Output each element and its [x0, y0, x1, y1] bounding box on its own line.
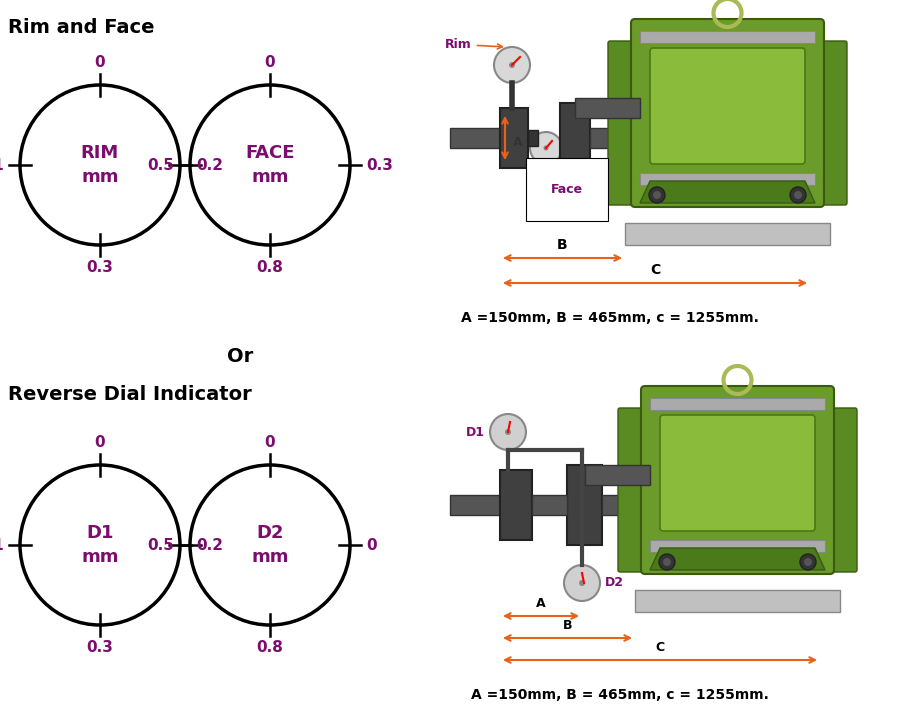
FancyBboxPatch shape	[625, 223, 830, 245]
FancyBboxPatch shape	[528, 130, 538, 146]
Text: Rim and Face: Rim and Face	[8, 18, 154, 37]
FancyBboxPatch shape	[450, 495, 500, 515]
Circle shape	[505, 429, 511, 435]
Circle shape	[530, 132, 562, 164]
Text: A =150mm, B = 465mm, c = 1255mm.: A =150mm, B = 465mm, c = 1255mm.	[471, 688, 769, 702]
Text: 0: 0	[94, 435, 105, 450]
Text: 0.3: 0.3	[86, 640, 113, 655]
FancyBboxPatch shape	[585, 465, 650, 485]
Text: RIM
mm: RIM mm	[81, 143, 119, 187]
Text: FACE
mm: FACE mm	[245, 143, 295, 187]
Circle shape	[543, 145, 549, 150]
Text: B: B	[562, 619, 572, 632]
FancyBboxPatch shape	[641, 386, 834, 574]
Text: 0.1: 0.1	[0, 158, 4, 173]
FancyBboxPatch shape	[640, 31, 815, 43]
Circle shape	[564, 565, 600, 601]
Circle shape	[509, 62, 515, 68]
Circle shape	[663, 558, 671, 566]
Text: D2
mm: D2 mm	[251, 523, 288, 567]
FancyBboxPatch shape	[828, 408, 857, 572]
FancyBboxPatch shape	[650, 398, 825, 410]
Text: C: C	[650, 263, 660, 277]
Polygon shape	[640, 181, 815, 203]
Text: A: A	[536, 597, 546, 610]
FancyBboxPatch shape	[650, 540, 825, 552]
FancyBboxPatch shape	[618, 408, 647, 572]
Circle shape	[579, 580, 585, 586]
Text: 0: 0	[265, 55, 276, 70]
Text: 0: 0	[94, 55, 105, 70]
FancyBboxPatch shape	[631, 19, 824, 207]
FancyBboxPatch shape	[818, 41, 847, 205]
FancyBboxPatch shape	[500, 470, 532, 540]
Text: 0.3: 0.3	[366, 158, 393, 173]
Text: 0.5: 0.5	[147, 537, 174, 552]
Text: 0.8: 0.8	[257, 640, 283, 655]
FancyBboxPatch shape	[575, 98, 640, 118]
Circle shape	[659, 554, 675, 570]
FancyBboxPatch shape	[590, 128, 650, 148]
Text: 0.5: 0.5	[147, 158, 174, 173]
Text: B: B	[557, 238, 568, 252]
Text: Or: Or	[227, 348, 253, 367]
FancyBboxPatch shape	[608, 41, 637, 205]
Circle shape	[800, 554, 816, 570]
Text: Face: Face	[539, 167, 583, 196]
Text: C: C	[656, 641, 665, 654]
FancyBboxPatch shape	[450, 128, 500, 148]
Text: 0.2: 0.2	[196, 537, 223, 552]
Circle shape	[804, 558, 812, 566]
FancyBboxPatch shape	[560, 103, 590, 173]
Polygon shape	[650, 548, 825, 570]
FancyBboxPatch shape	[567, 465, 602, 545]
Text: 0: 0	[265, 435, 276, 450]
FancyBboxPatch shape	[650, 48, 805, 164]
Circle shape	[653, 191, 661, 199]
Text: Reverse Dial Indicator: Reverse Dial Indicator	[8, 385, 252, 404]
Text: 0.2: 0.2	[196, 158, 223, 173]
Text: 0.3: 0.3	[86, 260, 113, 275]
FancyBboxPatch shape	[500, 108, 528, 168]
Circle shape	[494, 47, 530, 83]
FancyBboxPatch shape	[532, 495, 567, 515]
FancyBboxPatch shape	[602, 495, 652, 515]
Text: 0: 0	[366, 537, 376, 552]
FancyBboxPatch shape	[635, 590, 840, 612]
FancyBboxPatch shape	[660, 415, 815, 531]
Circle shape	[794, 191, 802, 199]
Text: D1: D1	[466, 426, 485, 439]
Text: 0.8: 0.8	[257, 260, 283, 275]
Text: A =150mm, B = 465mm, c = 1255mm.: A =150mm, B = 465mm, c = 1255mm.	[461, 311, 759, 325]
Text: D2: D2	[605, 576, 624, 589]
FancyBboxPatch shape	[640, 173, 815, 185]
Circle shape	[490, 414, 526, 450]
Text: 0.1: 0.1	[0, 537, 4, 552]
Circle shape	[790, 187, 806, 203]
Circle shape	[649, 187, 665, 203]
Text: D1
mm: D1 mm	[82, 523, 119, 567]
Text: Rim: Rim	[445, 38, 502, 51]
Text: A: A	[513, 137, 522, 150]
